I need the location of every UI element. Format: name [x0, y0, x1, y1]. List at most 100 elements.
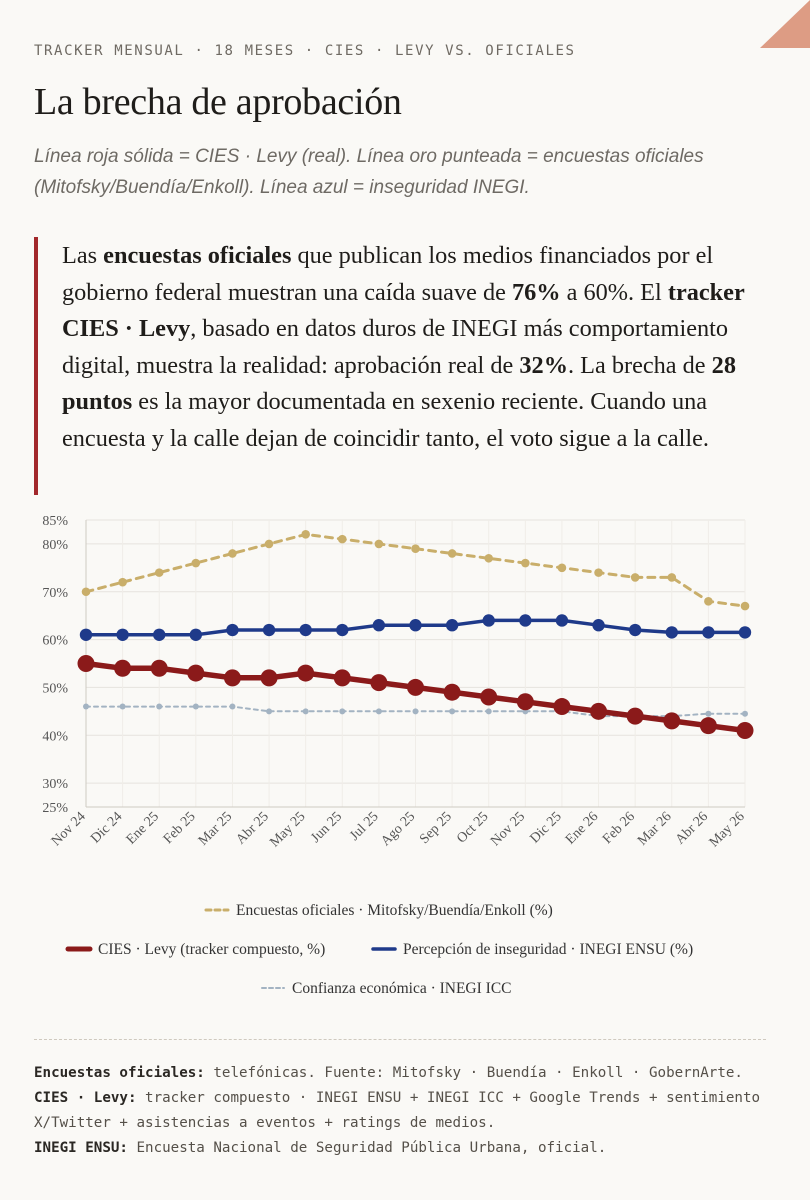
data-point — [191, 558, 201, 568]
footnote-text: Encuesta Nacional de Seguridad Pública U… — [127, 1140, 607, 1156]
data-point — [702, 626, 715, 639]
data-point — [228, 549, 237, 558]
kicker: TRACKER MENSUAL · 18 MESES · CIES · LEVY… — [34, 43, 576, 59]
data-point — [663, 712, 681, 730]
data-point — [704, 597, 713, 606]
corner-triangle — [760, 0, 810, 48]
footnote: CIES · Levy: tracker compuesto · INEGI E… — [34, 1086, 779, 1136]
x-tick-label: Jul 25 — [347, 809, 382, 844]
data-point — [336, 623, 349, 637]
y-tick-label: 80% — [42, 538, 68, 553]
data-point — [266, 708, 273, 715]
legend-label: Encuestas oficiales · Mitofsky/Buendía/E… — [236, 902, 553, 919]
divider — [34, 1039, 766, 1040]
data-point — [83, 703, 89, 710]
data-point — [738, 626, 752, 639]
data-point — [665, 626, 678, 639]
data-point — [407, 678, 424, 696]
data-point — [519, 614, 532, 627]
data-point — [226, 623, 239, 637]
footnote-text: tracker compuesto · INEGI ENSU + INEGI I… — [34, 1090, 761, 1131]
data-point — [521, 558, 530, 568]
data-point — [409, 619, 422, 632]
data-point — [156, 703, 163, 710]
data-point — [153, 628, 166, 641]
legend-label: Confianza económica · INEGI ICC — [292, 980, 512, 997]
data-point — [516, 693, 534, 711]
data-point — [297, 664, 315, 682]
data-point — [592, 619, 605, 632]
quote-text: Las — [62, 242, 104, 269]
data-point — [443, 683, 461, 701]
data-point — [337, 534, 347, 544]
data-point — [189, 628, 203, 641]
data-point — [375, 708, 382, 715]
y-tick-label: 85% — [42, 514, 68, 529]
data-point — [260, 669, 278, 687]
data-point — [482, 614, 495, 627]
y-tick-label: 40% — [42, 729, 68, 744]
data-point — [445, 619, 459, 632]
footnote-label: INEGI ENSU: — [34, 1140, 128, 1156]
x-tick-label: Dic 24 — [88, 809, 125, 846]
quote-text: que publican los medios financiados por … — [62, 242, 714, 306]
data-point — [118, 577, 127, 587]
x-tick-label: Jun 25 — [308, 809, 345, 846]
data-point — [628, 623, 642, 637]
data-point — [447, 549, 457, 558]
data-point — [372, 619, 386, 632]
x-tick-label: Oct 25 — [454, 809, 491, 846]
data-point — [699, 717, 717, 735]
data-point — [116, 628, 129, 641]
y-tick-label: 70% — [42, 586, 68, 601]
x-tick-label: Abr 25 — [234, 809, 272, 847]
x-tick-label: May 26 — [707, 809, 748, 850]
legend-label: CIES · Levy (tracker compuesto, %) — [98, 941, 325, 958]
quote-emphasis: tracker CIES · Levy — [62, 278, 745, 343]
data-point — [630, 573, 640, 582]
x-tick-label: May 25 — [267, 809, 308, 850]
y-tick-label: 30% — [42, 777, 68, 792]
data-point — [154, 568, 164, 577]
x-tick-label: Ago 25 — [378, 809, 418, 849]
subtitle: Línea roja sólida = CIES · Levy (real). … — [34, 146, 704, 198]
x-tick-label: Ene 26 — [563, 809, 601, 847]
data-point — [590, 702, 608, 720]
legend-label: Percepción de inseguridad · INEGI ENSU (… — [403, 941, 693, 958]
data-point — [667, 573, 677, 582]
data-point — [187, 664, 205, 682]
quote-text: . La brecha de — [568, 351, 712, 379]
data-point — [557, 563, 567, 573]
data-point — [114, 659, 132, 677]
data-point — [374, 539, 384, 549]
data-point — [302, 708, 309, 715]
line-chart: 25%30%40%50%60%70%80%85%Nov 24 Dic 24Ene … — [42, 514, 754, 997]
x-tick-label: Feb 26 — [600, 809, 638, 847]
footnote-text: telefónicas. Fuente: Mitofsky · Buendía … — [204, 1065, 743, 1081]
footnote-label: CIES · Levy: — [34, 1090, 137, 1106]
data-point — [81, 587, 91, 597]
x-tick-label: Sep 25 — [417, 809, 455, 847]
data-point — [626, 707, 644, 725]
data-point — [742, 710, 748, 717]
data-point — [339, 708, 346, 715]
data-point — [77, 655, 95, 672]
data-point — [705, 710, 712, 717]
data-point — [449, 708, 456, 715]
x-tick-label: Mar 26 — [635, 809, 674, 848]
data-point — [333, 669, 351, 687]
quote-emphasis: 76% — [511, 278, 561, 306]
data-point — [119, 703, 126, 710]
data-point — [79, 628, 93, 641]
x-tick-label: Feb 25 — [161, 809, 199, 847]
data-point — [740, 601, 750, 611]
footnotes: Encuestas oficiales: telefónicas. Fuente… — [34, 1061, 779, 1161]
y-tick-label: 50% — [42, 681, 68, 696]
quote-emphasis: encuestas oficiales — [103, 242, 292, 269]
quote-text: a 60%. El — [560, 278, 668, 306]
data-point — [370, 674, 388, 692]
footnote: INEGI ENSU: Encuesta Nacional de Segurid… — [34, 1136, 779, 1161]
quote-emphasis: 32% — [519, 351, 568, 379]
data-point — [555, 614, 569, 627]
data-point — [412, 708, 419, 715]
